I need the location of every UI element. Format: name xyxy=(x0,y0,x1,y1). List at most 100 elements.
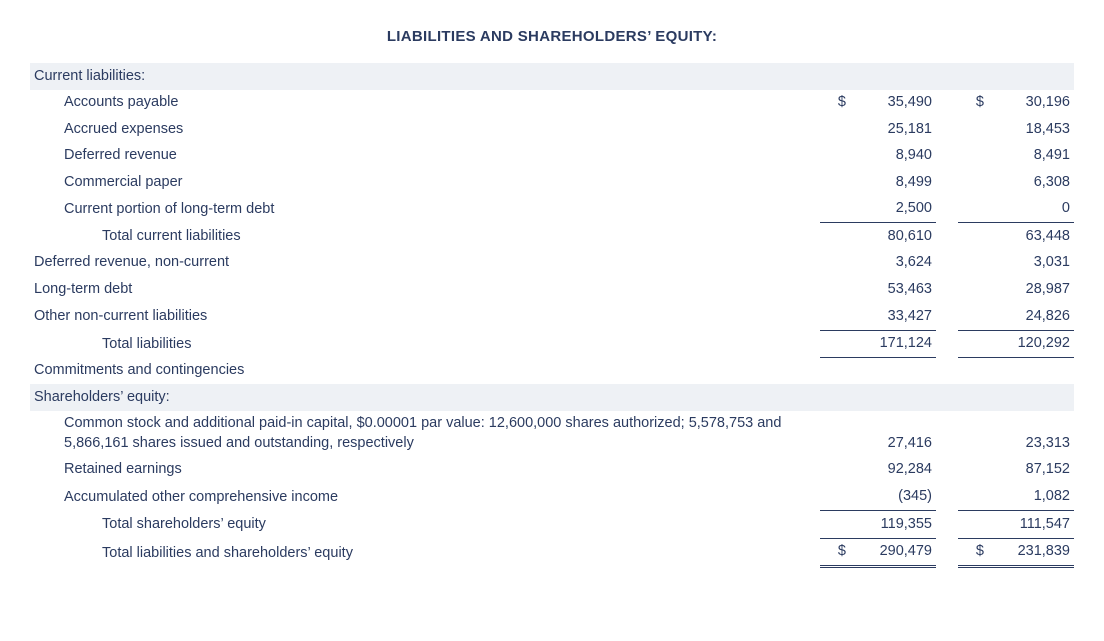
table-row: Deferred revenue, non-current3,6243,031 xyxy=(30,250,1074,277)
row-label: Common stock and additional paid-in capi… xyxy=(30,411,820,457)
value-col2: 87,152 xyxy=(988,457,1074,484)
currency-symbol-col1 xyxy=(820,277,850,304)
currency-symbol-col1: $ xyxy=(820,538,850,567)
currency-symbol-col2 xyxy=(958,196,988,223)
currency-symbol-col2: $ xyxy=(958,538,988,567)
column-gap xyxy=(936,116,958,143)
value-col2: 23,313 xyxy=(988,411,1074,457)
table-row: Common stock and additional paid-in capi… xyxy=(30,411,1074,457)
column-gap xyxy=(936,143,958,170)
value-col1: 80,610 xyxy=(850,223,936,250)
row-label: Deferred revenue, non-current xyxy=(30,250,820,277)
value-col1: 35,490 xyxy=(850,90,936,117)
currency-symbol-col2 xyxy=(958,511,988,539)
table-row: Retained earnings 92,284 87,152 xyxy=(30,457,1074,484)
table-row: Total current liabilities80,61063,448 xyxy=(30,223,1074,250)
currency-symbol-col2 xyxy=(958,303,988,330)
value-col1: 53,463 xyxy=(850,277,936,304)
column-gap xyxy=(936,538,958,567)
value-col2: 30,196 xyxy=(988,90,1074,117)
currency-symbol-col2 xyxy=(958,63,988,90)
column-gap xyxy=(936,358,958,385)
table-row: Accrued expenses 25,181 18,453 xyxy=(30,116,1074,143)
currency-symbol-col1 xyxy=(820,303,850,330)
value-col2: 231,839 xyxy=(988,538,1074,567)
row-label: Accrued expenses xyxy=(30,116,820,143)
currency-symbol-col1 xyxy=(820,169,850,196)
row-label: Current portion of long-term debt xyxy=(30,196,820,223)
currency-symbol-col1 xyxy=(820,116,850,143)
column-gap xyxy=(936,330,958,358)
currency-symbol-col2 xyxy=(958,484,988,511)
column-gap xyxy=(936,484,958,511)
value-col2: 0 xyxy=(988,196,1074,223)
row-label: Commitments and contingencies xyxy=(30,358,820,385)
row-label: Total liabilities xyxy=(30,330,820,358)
row-label: Other non-current liabilities xyxy=(30,303,820,330)
value-col2 xyxy=(988,358,1074,385)
value-col1: 8,499 xyxy=(850,169,936,196)
value-col2 xyxy=(988,384,1074,411)
currency-symbol-col1 xyxy=(820,250,850,277)
value-col2: 24,826 xyxy=(988,303,1074,330)
column-gap xyxy=(936,384,958,411)
currency-symbol-col2 xyxy=(958,169,988,196)
row-label: Retained earnings xyxy=(30,457,820,484)
value-col2: 28,987 xyxy=(988,277,1074,304)
value-col1 xyxy=(850,384,936,411)
currency-symbol-col2 xyxy=(958,358,988,385)
row-label: Accumulated other comprehensive income xyxy=(30,484,820,511)
column-gap xyxy=(936,63,958,90)
value-col2 xyxy=(988,63,1074,90)
table-row: Total shareholders’ equity119,355111,547 xyxy=(30,511,1074,539)
currency-symbol-col2 xyxy=(958,457,988,484)
currency-symbol-col1 xyxy=(820,384,850,411)
value-col2: 18,453 xyxy=(988,116,1074,143)
value-col2: 111,547 xyxy=(988,511,1074,539)
value-col2: 1,082 xyxy=(988,484,1074,511)
row-label: Deferred revenue xyxy=(30,143,820,170)
table-row: Total liabilities and shareholders’ equi… xyxy=(30,538,1074,567)
row-label: Accounts payable xyxy=(30,90,820,117)
currency-symbol-col2 xyxy=(958,250,988,277)
row-label: Current liabilities: xyxy=(30,63,820,90)
table-row: Current portion of long-term debt 2,500 0 xyxy=(30,196,1074,223)
value-col2: 3,031 xyxy=(988,250,1074,277)
column-gap xyxy=(936,196,958,223)
currency-symbol-col1 xyxy=(820,330,850,358)
currency-symbol-col1 xyxy=(820,143,850,170)
column-gap xyxy=(936,169,958,196)
currency-symbol-col1 xyxy=(820,63,850,90)
value-col1: 2,500 xyxy=(850,196,936,223)
currency-symbol-col1 xyxy=(820,457,850,484)
value-col1: 92,284 xyxy=(850,457,936,484)
value-col2: 8,491 xyxy=(988,143,1074,170)
column-gap xyxy=(936,511,958,539)
currency-symbol-col1 xyxy=(820,358,850,385)
table-row: Long-term debt53,46328,987 xyxy=(30,277,1074,304)
value-col1: 290,479 xyxy=(850,538,936,567)
currency-symbol-col2 xyxy=(958,277,988,304)
currency-symbol-col2 xyxy=(958,143,988,170)
currency-symbol-col1 xyxy=(820,223,850,250)
value-col1: (345) xyxy=(850,484,936,511)
table-row: Other non-current liabilities 33,427 24,82… xyxy=(30,303,1074,330)
row-label: Total shareholders’ equity xyxy=(30,511,820,539)
row-label: Total liabilities and shareholders’ equi… xyxy=(30,538,820,567)
value-col1: 171,124 xyxy=(850,330,936,358)
currency-symbol-col1 xyxy=(820,511,850,539)
currency-symbol-col1 xyxy=(820,196,850,223)
currency-symbol-col2 xyxy=(958,384,988,411)
currency-symbol-col2 xyxy=(958,223,988,250)
column-gap xyxy=(936,223,958,250)
row-label: Total current liabilities xyxy=(30,223,820,250)
value-col1: 25,181 xyxy=(850,116,936,143)
value-col2: 120,292 xyxy=(988,330,1074,358)
value-col1 xyxy=(850,63,936,90)
column-gap xyxy=(936,411,958,457)
table-row: Commercial paper8,4996,308 xyxy=(30,169,1074,196)
value-col1: 33,427 xyxy=(850,303,936,330)
currency-symbol-col2 xyxy=(958,411,988,457)
currency-symbol-col2: $ xyxy=(958,90,988,117)
value-col1 xyxy=(850,358,936,385)
